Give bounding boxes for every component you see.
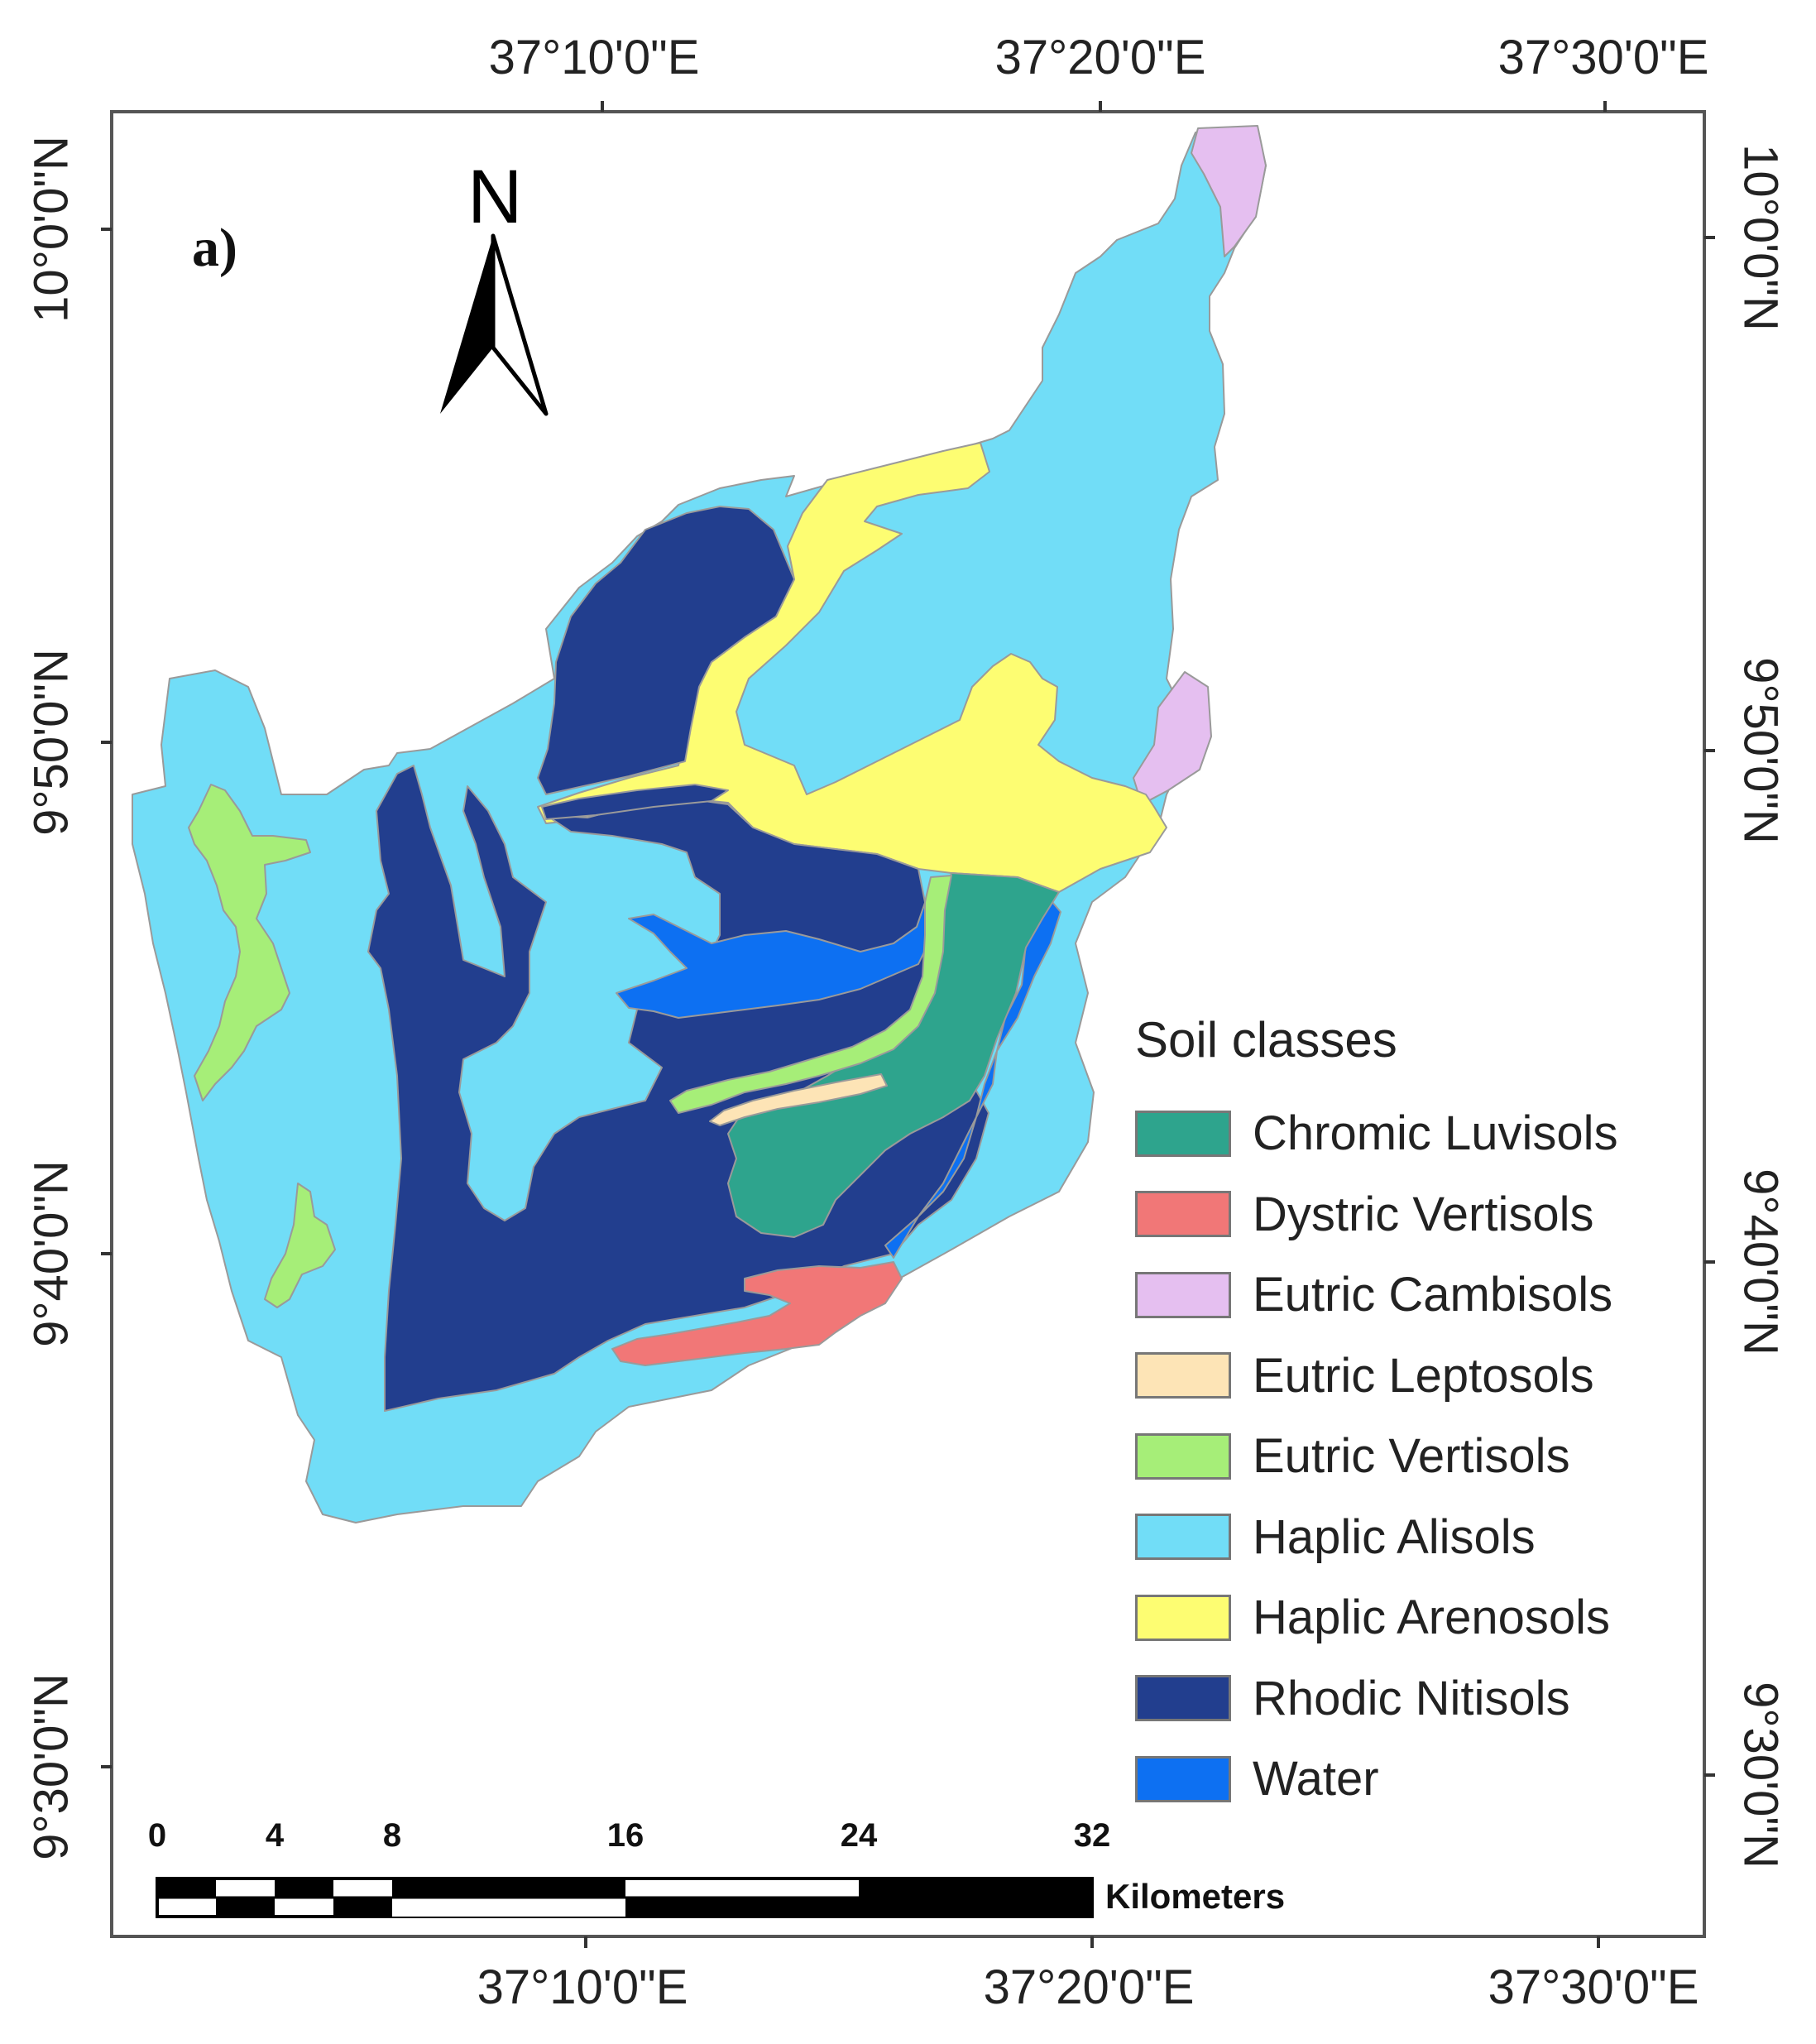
legend-item: Haplic Arenosols	[1135, 1577, 1698, 1658]
soil-area-eutric-cambisols-east	[1133, 671, 1212, 805]
soil-polygons	[132, 125, 1267, 1523]
legend-label: Haplic Alisols	[1253, 1509, 1536, 1564]
legend-swatch	[1135, 1675, 1231, 1722]
longitude-label-top-3: 37°30'0"E	[1497, 31, 1709, 84]
longitude-label-top-2: 37°20'0"E	[994, 31, 1206, 84]
latitude-label-right-4: 9°30'0"N	[1733, 1682, 1788, 1869]
map-frame	[110, 110, 1706, 1938]
latitude-label-left-3: 9°40'0"N	[24, 1160, 79, 1347]
legend: Soil classes Chromic Luvisols Dystric Ve…	[1135, 1011, 1698, 1820]
latitude-label-right-3: 9°40'0"N	[1733, 1168, 1788, 1355]
legend-label: Chromic Luvisols	[1253, 1106, 1618, 1161]
legend-item: Chromic Luvisols	[1135, 1093, 1698, 1174]
scale-tick-label: 0	[147, 1817, 167, 1854]
soil-area-haplic-arenosols	[537, 442, 1167, 893]
legend-item: Haplic Alisols	[1135, 1497, 1698, 1578]
soil-area-eutric-leptosols	[709, 1073, 888, 1126]
north-arrow-letter: N	[467, 155, 523, 239]
panel-label: a)	[192, 218, 237, 278]
legend-label: Rhodic Nitisols	[1253, 1671, 1570, 1725]
legend-swatch	[1135, 1432, 1231, 1480]
legend-item: Dystric Vertisols	[1135, 1174, 1698, 1255]
soil-area-eutric-vertisols-southwest	[264, 1183, 336, 1308]
longitude-label-bottom-2: 37°20'0"E	[983, 1960, 1195, 2014]
scale-tick-label: 16	[606, 1817, 644, 1854]
legend-swatch	[1135, 1271, 1231, 1318]
legend-swatch	[1135, 1110, 1231, 1157]
scale-tick-label: 32	[1073, 1817, 1111, 1854]
legend-swatch	[1135, 1191, 1231, 1238]
legend-label: Eutric Vertisols	[1253, 1429, 1570, 1484]
legend-swatch	[1135, 1352, 1231, 1399]
legend-item: Eutric Vertisols	[1135, 1416, 1698, 1497]
longitude-label-bottom-1: 37°10'0"E	[477, 1960, 688, 2014]
legend-swatch	[1135, 1514, 1231, 1561]
scale-tick-label: 24	[840, 1817, 878, 1854]
legend-item: Water	[1135, 1739, 1698, 1820]
legend-label: Eutric Leptosols	[1253, 1348, 1594, 1403]
legend-swatch	[1135, 1594, 1231, 1641]
legend-item: Eutric Cambisols	[1135, 1255, 1698, 1336]
longitude-label-bottom-3: 37°30'0"E	[1488, 1960, 1699, 2014]
legend-label: Eutric Cambisols	[1253, 1268, 1613, 1322]
legend-label: Dystric Vertisols	[1253, 1187, 1594, 1241]
longitude-label-top-1: 37°10'0"E	[488, 31, 700, 84]
soil-area-eutric-vertisols-west	[188, 784, 311, 1101]
legend-swatch	[1135, 1755, 1231, 1802]
soil-area-eutric-vertisols-inner	[669, 875, 952, 1114]
latitude-label-left-2: 9°50'0"N	[24, 649, 79, 836]
legend-item: Rhodic Nitisols	[1135, 1658, 1698, 1739]
latitude-label-right-2: 9°50'0"N	[1733, 657, 1788, 844]
graticule-ticks	[101, 101, 1715, 1948]
legend-item: Eutric Leptosols	[1135, 1336, 1698, 1417]
scale-unit-label: Kilometers	[1105, 1877, 1286, 1916]
legend-items: Chromic Luvisols Dystric Vertisols Eutri…	[1135, 1093, 1698, 1820]
latitude-label-left-1: 10°0'0"N	[24, 136, 79, 323]
soil-area-eutric-cambisols-north	[1191, 125, 1267, 257]
legend-label: Water	[1253, 1752, 1379, 1806]
north-arrow-icon	[440, 233, 549, 416]
scale-tick-label: 8	[382, 1817, 402, 1854]
latitude-label-left-4: 9°30'0"N	[24, 1673, 79, 1860]
soil-area-dystric-vertisols	[611, 1261, 903, 1366]
legend-title: Soil classes	[1135, 1012, 1397, 1068]
latitude-label-right-1: 10°0'0"N	[1733, 144, 1788, 331]
scale-tick-label: 4	[265, 1817, 285, 1854]
soil-area-rhodic-nitisols-stripe	[541, 784, 729, 820]
scale-bar-graphic	[156, 1877, 1094, 1918]
legend-label: Haplic Arenosols	[1253, 1591, 1610, 1645]
